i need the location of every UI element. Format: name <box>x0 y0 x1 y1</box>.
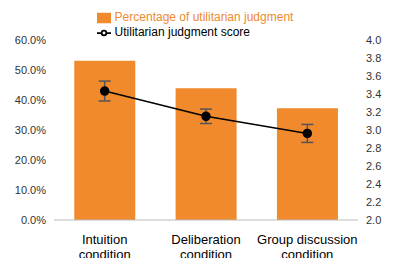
html-text:Utilitarian judgment score: Utilitarian judgment score <box>114 24 250 39</box>
svg-text:40.0%: 40.0% <box>15 94 46 106</box>
svg-text:3.2: 3.2 <box>366 106 381 118</box>
svg-text:20.0%: 20.0% <box>15 154 46 166</box>
svg-text:3.4: 3.4 <box>366 88 381 100</box>
svg-text:2.2: 2.2 <box>366 196 381 208</box>
svg-text:3.6: 3.6 <box>366 70 381 82</box>
svg-text:2.4: 2.4 <box>366 178 381 190</box>
svg-text:4.0: 4.0 <box>366 34 381 46</box>
svg-text:Intuitioncondition: Intuitioncondition <box>79 232 131 258</box>
svg-text:60.0%: 60.0% <box>15 34 46 46</box>
html-text:Percentage of utilitarian judg: Percentage of utilitarian judgment <box>114 10 294 24</box>
svg-text:30.0%: 30.0% <box>15 124 46 136</box>
svg-text:3.0: 3.0 <box>366 124 381 136</box>
svg-text:10.0%: 10.0% <box>15 184 46 196</box>
svg-text:2.6: 2.6 <box>366 160 381 172</box>
svg-text:3.8: 3.8 <box>366 52 381 64</box>
svg-text:Group discussioncondition: Group discussioncondition <box>257 232 357 258</box>
svg-text:Deliberationcondition: Deliberationcondition <box>171 232 240 258</box>
svg-text:50.0%: 50.0% <box>15 64 46 76</box>
svg-text:2.8: 2.8 <box>366 142 381 154</box>
svg-text:0.0%: 0.0% <box>21 214 46 226</box>
svg-text:2.0: 2.0 <box>366 214 381 226</box>
